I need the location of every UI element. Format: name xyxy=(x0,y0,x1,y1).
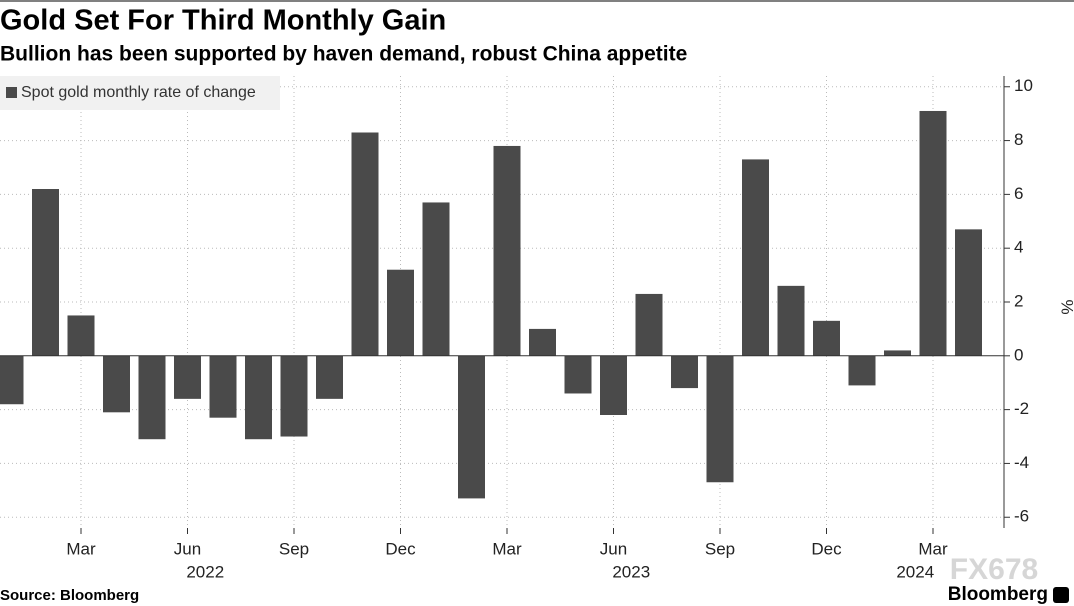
x-tick-label: Sep xyxy=(279,539,309,558)
legend-box xyxy=(0,76,280,110)
x-tick-label: Jun xyxy=(174,539,201,558)
y-tick-label: 4 xyxy=(1014,238,1023,257)
bar xyxy=(138,355,166,440)
y-tick-label: 6 xyxy=(1014,184,1023,203)
chart-subtitle: Bullion has been supported by haven dema… xyxy=(0,43,687,66)
bar xyxy=(919,110,947,356)
x-tick-label: Dec xyxy=(385,539,416,558)
bar xyxy=(813,320,840,356)
x-tick-label: Dec xyxy=(811,539,842,558)
brand: Bloomberg xyxy=(948,584,1048,605)
y-tick-label: -2 xyxy=(1014,399,1029,418)
chart-title: Gold Set For Third Monthly Gain xyxy=(0,5,446,37)
y-tick-label: 8 xyxy=(1014,130,1023,149)
x-tick-label: Mar xyxy=(66,539,96,558)
legend-label: Spot gold monthly rate of change xyxy=(21,84,256,101)
x-tick-label: Mar xyxy=(492,539,522,558)
x-tick-label: Jun xyxy=(600,539,627,558)
bar xyxy=(635,293,663,356)
y-axis-label: % xyxy=(1058,299,1074,314)
y-tick-label: -6 xyxy=(1014,507,1029,526)
bar xyxy=(0,355,24,405)
bar xyxy=(32,189,59,356)
x-tick-label: Sep xyxy=(705,539,735,558)
watermark: FX678 xyxy=(950,553,1038,586)
bar xyxy=(848,355,876,386)
brand-icon xyxy=(1053,587,1069,603)
x-tick-label: Mar xyxy=(918,539,948,558)
bar xyxy=(884,350,911,356)
bar xyxy=(174,355,201,399)
bar xyxy=(777,285,805,356)
bar xyxy=(245,355,272,440)
bar xyxy=(600,355,627,415)
bar xyxy=(742,159,769,356)
legend-swatch xyxy=(6,87,17,98)
bar xyxy=(280,355,308,437)
bar xyxy=(422,202,450,356)
bar xyxy=(493,145,521,356)
x-group-label: 2024 xyxy=(896,562,934,581)
y-tick-label: 0 xyxy=(1014,345,1023,364)
bar xyxy=(529,328,556,356)
x-group-label: 2022 xyxy=(186,562,224,581)
bar xyxy=(458,355,485,499)
bar xyxy=(316,355,343,399)
bar xyxy=(67,315,95,356)
x-group-label: 2023 xyxy=(612,562,650,581)
y-tick-label: -4 xyxy=(1014,453,1029,472)
bar xyxy=(706,355,734,483)
bar xyxy=(955,229,982,356)
bar xyxy=(103,355,130,413)
y-tick-label: 2 xyxy=(1014,291,1023,310)
y-tick-label: 10 xyxy=(1014,76,1033,95)
bar xyxy=(209,355,237,418)
source: Source: Bloomberg xyxy=(0,587,139,604)
bar xyxy=(387,269,414,356)
bar xyxy=(564,355,592,394)
bar xyxy=(671,355,698,389)
bar xyxy=(351,132,379,356)
